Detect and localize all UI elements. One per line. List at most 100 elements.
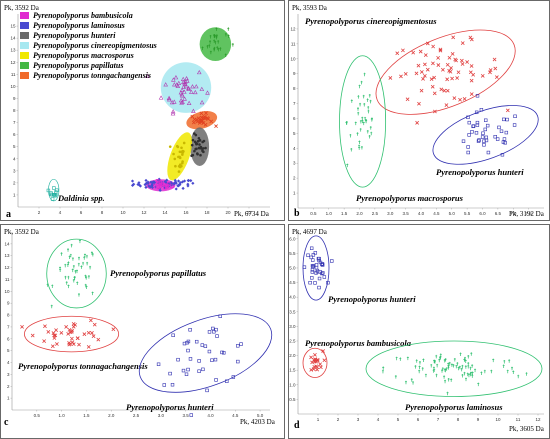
x-tick-label: 1.5 <box>341 211 348 216</box>
x-axis-title: Pk, 4203 Da <box>240 418 276 426</box>
data-point <box>483 127 487 132</box>
data-point <box>469 371 472 376</box>
panel-d-frame <box>288 224 550 439</box>
y-tick-label: 9 <box>13 96 16 101</box>
data-point <box>361 116 364 121</box>
data-point <box>189 413 193 417</box>
data-point <box>159 182 163 187</box>
data-point <box>467 355 470 359</box>
legend: Pyrenopolyporus bambusicolaPyrenopolypor… <box>20 11 157 80</box>
data-point <box>169 99 175 105</box>
legend-swatch <box>20 32 29 39</box>
data-point <box>369 99 372 104</box>
y-tick-label: 12 <box>10 60 16 65</box>
data-point <box>475 120 480 125</box>
data-point <box>469 37 474 42</box>
data-point <box>366 129 369 134</box>
y-tick-label: 4 <box>13 156 16 161</box>
data-point <box>186 367 190 372</box>
legend-label: Pyrenopolyporus hunteri <box>33 31 116 40</box>
data-point <box>166 95 172 100</box>
data-point <box>196 69 202 75</box>
x-tick-label: 5.0 <box>257 413 264 418</box>
data-point <box>466 145 470 149</box>
data-point <box>444 379 447 384</box>
data-point <box>422 73 427 78</box>
data-point <box>314 359 319 364</box>
data-point <box>186 85 191 90</box>
data-point <box>138 184 143 188</box>
data-point <box>471 124 476 128</box>
y-tick-label: 12 <box>4 265 10 270</box>
data-point <box>179 87 185 92</box>
data-point <box>214 40 217 45</box>
data-point <box>148 185 152 189</box>
data-point <box>219 47 222 51</box>
data-point <box>68 255 71 259</box>
data-point <box>326 280 330 285</box>
data-point <box>91 291 94 296</box>
data-point <box>525 372 528 376</box>
data-point <box>445 62 450 67</box>
data-point <box>442 88 447 93</box>
data-point <box>163 82 168 87</box>
data-point <box>453 57 458 62</box>
data-point <box>483 369 486 374</box>
y-tick-label: 2 <box>7 384 10 389</box>
data-point <box>220 350 224 355</box>
data-point <box>477 382 480 387</box>
data-point <box>184 78 190 83</box>
data-point <box>170 383 175 387</box>
data-point <box>197 369 201 373</box>
data-point <box>66 332 71 336</box>
data-point <box>77 342 81 347</box>
data-point <box>503 141 507 145</box>
data-point <box>183 84 189 89</box>
data-point <box>67 275 70 280</box>
data-point <box>54 328 58 332</box>
data-point <box>180 99 185 104</box>
data-point <box>360 145 363 150</box>
x-tick-label: 7.0 <box>510 211 517 216</box>
y-tick-label: 2.0 <box>289 353 296 358</box>
data-point <box>493 66 498 71</box>
y-tick-label: 3.0 <box>289 324 296 329</box>
data-point <box>171 333 175 337</box>
x-tick-label: 8 <box>101 210 104 215</box>
y-tick-label: 4 <box>293 146 296 151</box>
data-point <box>174 187 178 191</box>
data-point <box>69 336 74 341</box>
data-point <box>511 366 514 371</box>
data-point <box>214 378 218 382</box>
data-point <box>50 344 55 349</box>
data-point <box>213 47 216 52</box>
data-point <box>87 275 90 279</box>
data-point <box>210 358 214 362</box>
data-point <box>471 364 474 368</box>
data-point <box>450 363 453 367</box>
y-tick-label: 1 <box>293 191 296 196</box>
data-point <box>363 102 366 107</box>
data-point <box>186 86 191 91</box>
data-point <box>451 35 456 40</box>
data-point <box>191 120 196 125</box>
data-point <box>180 76 186 81</box>
data-point <box>199 111 204 116</box>
data-point <box>447 378 450 382</box>
data-point <box>193 149 196 153</box>
data-point <box>181 151 184 154</box>
data-point <box>20 324 24 329</box>
y-tick-label: 15 <box>10 24 16 29</box>
data-point <box>176 179 181 183</box>
data-point <box>410 378 413 382</box>
data-point <box>50 197 55 201</box>
data-point <box>209 34 212 39</box>
data-point <box>416 63 421 68</box>
panel-d: 1 2 3 4 5 6 7 8 9 10 11 120.51.01.52.02.53.03.54.04… <box>289 228 544 433</box>
data-point <box>181 368 186 373</box>
y-tick-label: 2 <box>293 176 296 181</box>
data-point <box>461 139 466 143</box>
data-point <box>411 50 416 55</box>
data-point <box>488 68 493 72</box>
data-point <box>444 358 447 362</box>
